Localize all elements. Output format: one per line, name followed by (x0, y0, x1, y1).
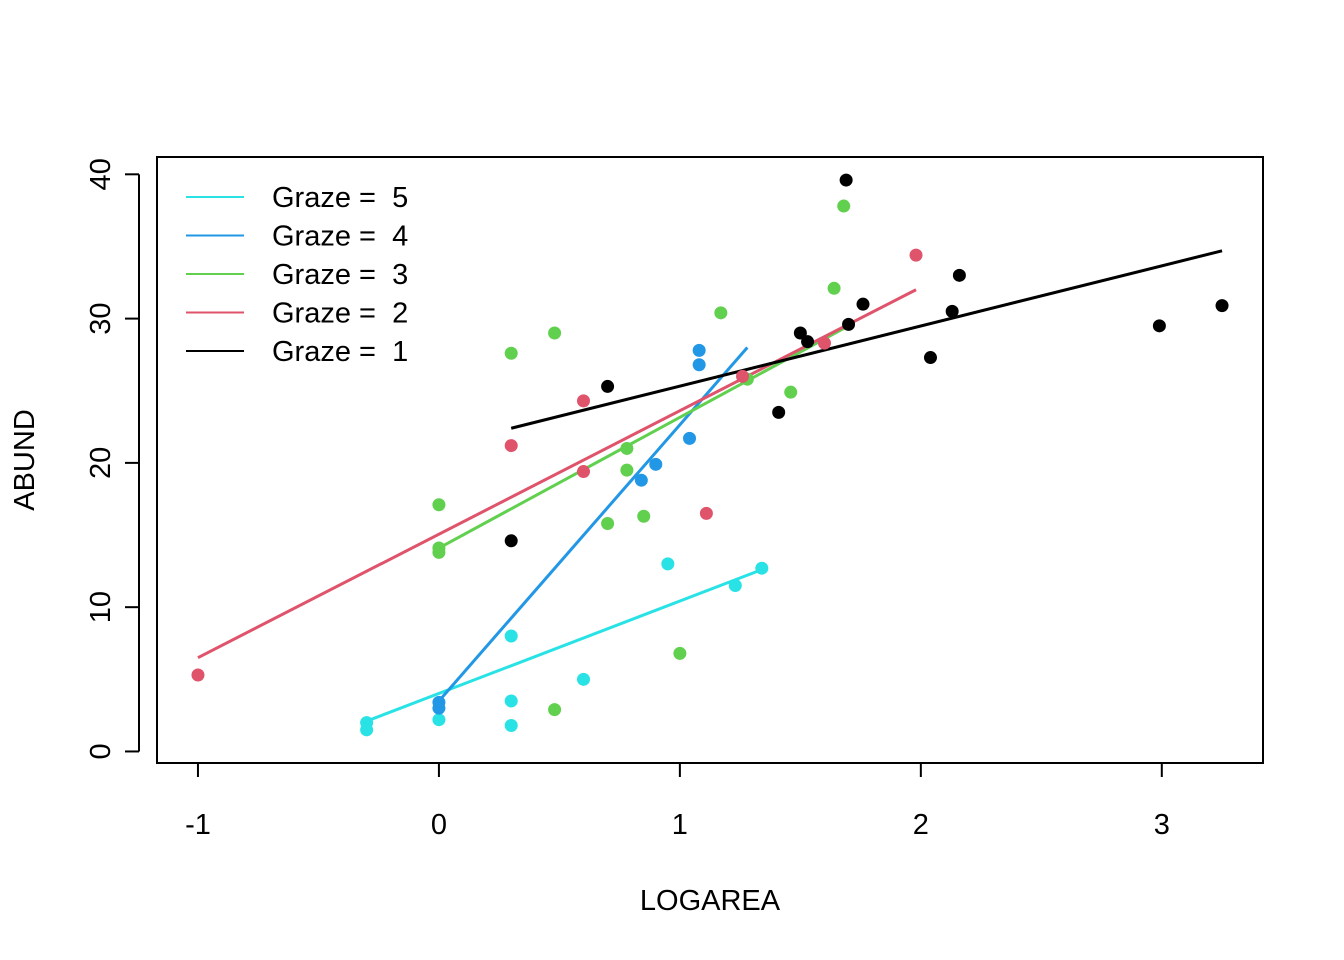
fit-line (437, 346, 749, 702)
legend-label: Graze = 3 (272, 259, 408, 291)
data-point (1215, 299, 1229, 313)
data-point (360, 723, 374, 737)
data-point (504, 439, 518, 453)
data-point (755, 561, 769, 575)
data-point (909, 248, 923, 262)
fit-line (510, 249, 1223, 430)
data-point (191, 668, 205, 682)
y-tick-label: 30 (85, 302, 117, 334)
data-point (1152, 319, 1166, 333)
fit-lines (197, 249, 1223, 723)
data-point (620, 463, 634, 477)
data-point (801, 335, 815, 349)
data-point (576, 465, 590, 479)
data-point (504, 694, 518, 708)
x-tick-label: 1 (672, 809, 688, 841)
y-axis-label: ABUND (9, 409, 41, 511)
data-point (839, 173, 853, 187)
data-point (784, 385, 798, 399)
data-point (432, 713, 446, 727)
data-point (637, 509, 651, 523)
data-point (793, 326, 807, 340)
data-point (817, 336, 831, 350)
data-point (576, 394, 590, 408)
y-axis: 0 10 20 30 40 (85, 158, 140, 760)
data-point (601, 516, 615, 530)
data-point (432, 701, 446, 715)
data-point (692, 343, 706, 357)
data-point (945, 304, 959, 318)
data-point (923, 351, 937, 365)
data-point (504, 346, 518, 360)
data-point (504, 629, 518, 643)
legend-label: Graze = 1 (272, 336, 408, 368)
data-point (504, 534, 518, 548)
x-tick-label: 3 (1154, 809, 1170, 841)
x-tick-label: -1 (185, 809, 211, 841)
data-point (699, 506, 713, 520)
x-tick-label: 0 (431, 809, 447, 841)
data-point (827, 281, 841, 295)
y-tick-label: 40 (85, 158, 117, 190)
x-axis-label: LOGAREA (640, 885, 781, 917)
fit-line (366, 568, 763, 723)
data-point (504, 718, 518, 732)
legend-label: Graze = 5 (272, 182, 408, 214)
legend-label: Graze = 4 (272, 221, 408, 253)
y-tick-label: 0 (85, 743, 117, 759)
data-point (432, 498, 446, 512)
data-point (952, 268, 966, 282)
data-points (191, 173, 1229, 737)
data-point (661, 557, 675, 571)
y-tick-label: 20 (85, 447, 117, 479)
legend: Graze = 5 Graze = 4 Graze = 3 Graze = 2 Graz… (186, 182, 408, 368)
data-point (576, 672, 590, 686)
data-point (432, 545, 446, 559)
x-axis: -1 0 1 2 3 (185, 762, 1170, 841)
data-point (634, 473, 648, 487)
fit-line (438, 324, 850, 550)
fit-line (197, 288, 917, 660)
data-point (649, 457, 663, 471)
data-point (692, 358, 706, 372)
data-point (601, 379, 615, 393)
data-point (736, 369, 750, 383)
y-tick-label: 10 (85, 591, 117, 623)
data-point (620, 441, 634, 455)
data-point (714, 306, 728, 320)
data-point (842, 317, 856, 331)
data-point (548, 326, 562, 340)
data-point (548, 703, 562, 717)
x-tick-label: 2 (913, 809, 929, 841)
data-point (683, 431, 697, 445)
data-point (856, 297, 870, 311)
data-point (837, 199, 851, 213)
data-point (673, 646, 687, 660)
data-point (772, 405, 786, 419)
legend-label: Graze = 2 (272, 298, 408, 330)
data-point (728, 579, 742, 593)
